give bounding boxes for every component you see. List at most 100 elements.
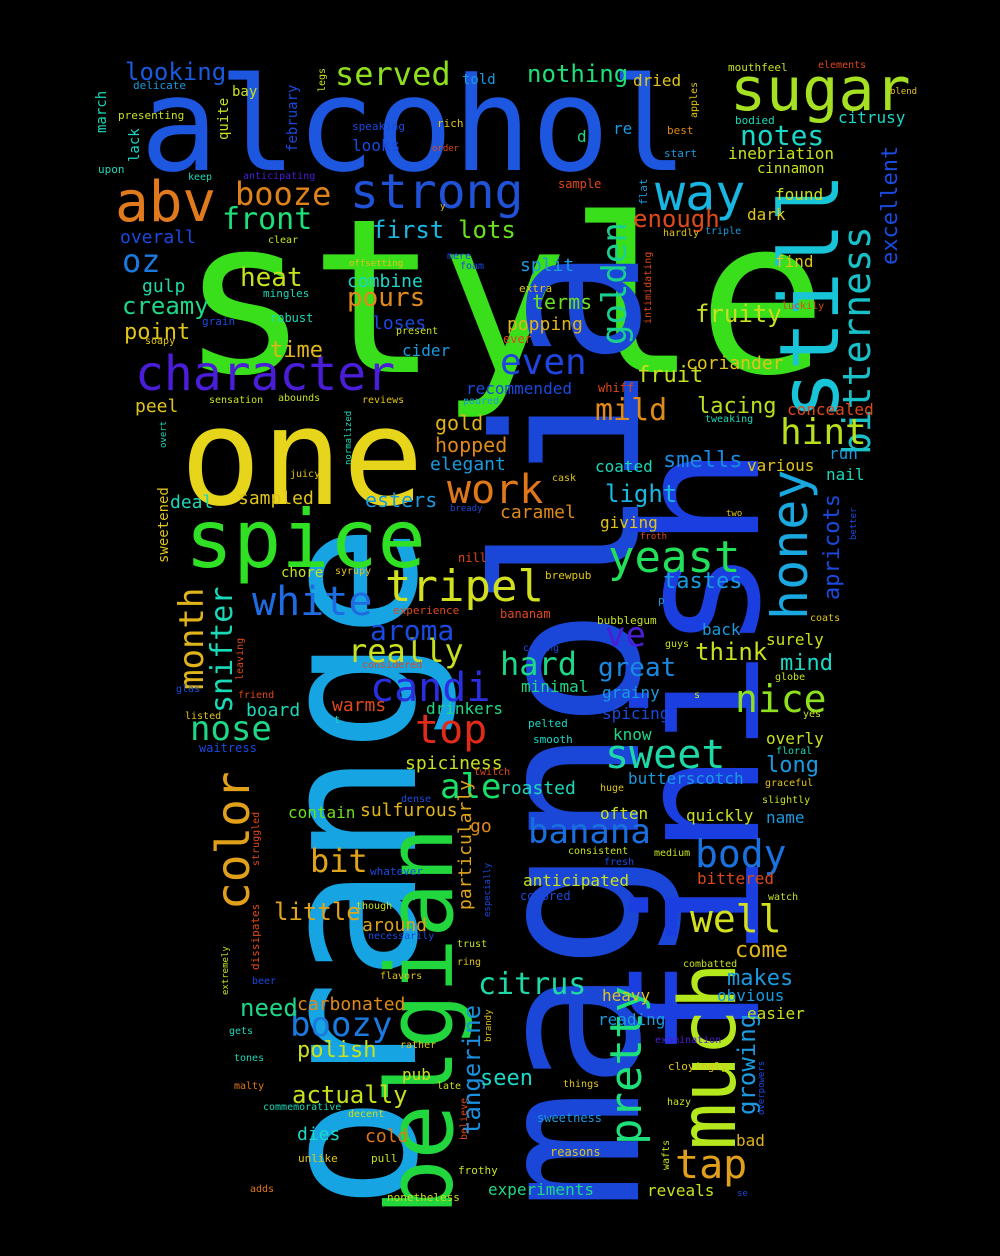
small-word: overt [159,420,169,448]
small-word: globe [775,672,806,683]
word: terms [532,290,593,314]
small-word: whatever [370,865,423,878]
small-word: better [849,507,859,540]
word: strong [350,164,524,220]
small-word: flavors [380,971,423,982]
word: combine [347,271,423,292]
word: character [135,346,396,402]
small-word: cloyingly [668,1060,728,1073]
word: surely [766,630,824,649]
small-word: medium [654,848,691,859]
word: lots [458,216,516,244]
small-word: legs [317,67,328,92]
word: particularly [455,779,476,910]
small-word: malty [234,1081,265,1092]
small-word: sample [558,177,602,191]
small-word: coming [523,643,560,654]
word: around [362,915,428,936]
word: spicing [602,704,670,723]
small-word: froth [640,532,668,542]
small-word: rich [437,117,464,130]
word: bad [736,1131,765,1150]
word: re [613,119,633,138]
small-word: hardly [663,228,700,239]
small-word: apples [689,81,700,118]
word: spiciness [405,753,503,774]
small-word: friend [238,690,275,701]
small-word: struggled [251,811,262,866]
word: pours [347,283,426,313]
word: contain [288,803,356,822]
small-word: pelted [528,717,568,730]
word: actually [292,1081,408,1109]
word: first [372,216,445,244]
small-word: gets [229,1026,254,1037]
small-word: beer [252,976,277,987]
small-word: believe [459,1097,470,1140]
small-word: chore [281,565,324,581]
small-word: smooth [533,733,573,746]
small-word: yes [803,709,822,720]
word: bittered [697,869,775,888]
word: polish [297,1038,377,1063]
word: drinkers [426,699,504,718]
word: often [600,804,649,823]
small-word: floral [776,746,813,757]
small-word: intimidating [643,251,654,324]
word: name [766,808,805,827]
word: heat [240,263,303,293]
word: dark [747,205,786,224]
word: boozy [290,1005,393,1045]
word: quite [216,97,232,140]
word: coriander [686,353,784,374]
word: mind [780,651,833,676]
small-word: normalized [344,410,354,465]
small-word: guys [665,639,690,650]
word: work [447,467,544,513]
small-word: wafts [661,1139,672,1170]
small-word: rather [400,1040,437,1051]
word: makes [727,966,794,991]
word: nail [826,465,865,484]
word: lack [127,128,143,162]
small-word: tones [234,1053,265,1064]
small-word: nill [458,551,487,565]
small-word: late [437,1081,462,1092]
word: need [240,994,298,1022]
word: quickly [686,806,754,825]
small-word: decent [348,1109,385,1120]
word: candi [370,665,491,711]
word: esters [365,488,438,512]
word: inebriation [728,144,834,163]
small-word: whiff [598,381,635,395]
word: think [695,638,768,666]
small-word: dissipates [249,903,262,970]
small-word: offsetting [349,259,404,269]
word: seen [480,1066,533,1091]
small-word: especially [483,862,493,917]
small-word: presenting [118,109,185,122]
word: citrusy [838,108,906,127]
word: overly [766,729,824,748]
word: style [180,172,828,423]
small-word: listed [185,711,222,722]
word: sugar [730,55,911,125]
small-word: examination [655,1035,722,1046]
small-word: necessarily [368,931,435,942]
word: elegant [430,454,506,475]
word: looks [352,136,401,155]
word: point [124,320,191,345]
word: tap [675,1142,748,1188]
small-word: bananam [500,607,551,621]
word: served [335,55,451,93]
small-word: best [667,124,694,137]
small-word: pull [371,1152,398,1165]
small-word: bubblegum [597,614,657,627]
small-word: overpowers [757,1060,767,1115]
word: board [246,700,301,721]
word: creamy [122,292,209,320]
word: cider [402,341,451,360]
word: ve [605,615,646,655]
small-word: clear [268,235,299,246]
